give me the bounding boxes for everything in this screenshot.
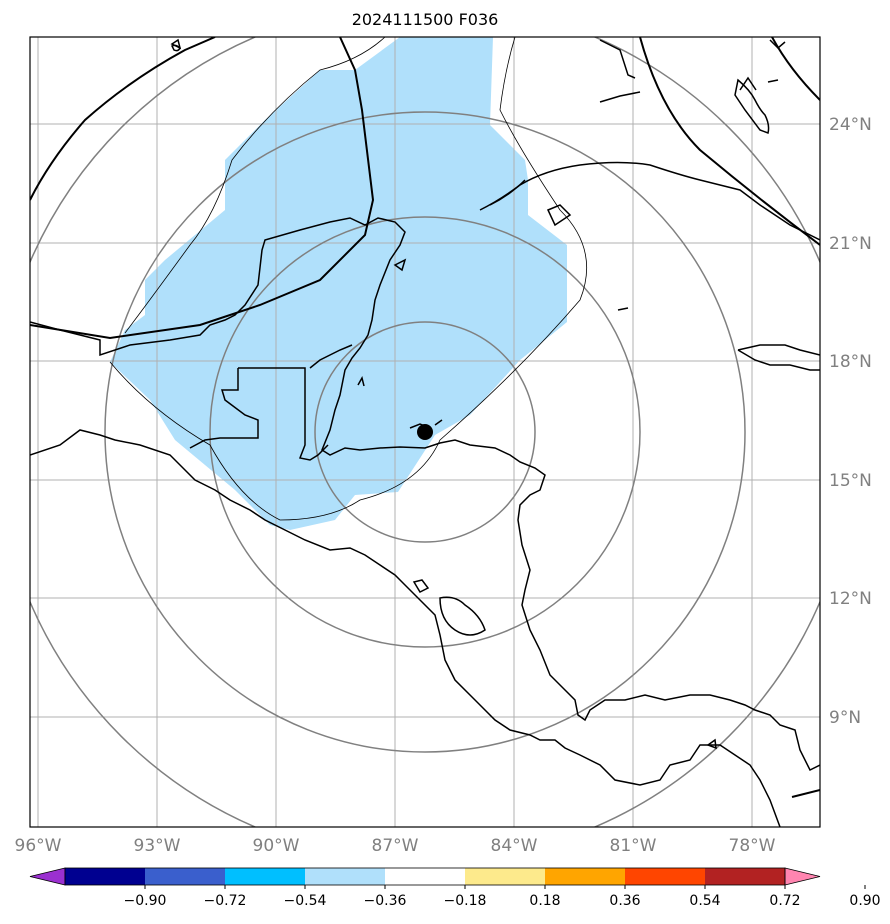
bold-contour — [771, 37, 820, 101]
colorbar-segment — [145, 868, 226, 885]
lat-label: 24°N — [829, 115, 872, 135]
bold-contour — [639, 37, 820, 246]
colorbar-tick-label: −0.72 — [204, 893, 247, 909]
colorbar-tick-label: 0.18 — [529, 893, 560, 909]
colorbar-extend-high — [784, 867, 821, 886]
colorbar-segment — [225, 868, 306, 885]
colorbar — [29, 867, 821, 886]
colorbar-extend-low — [29, 867, 66, 886]
graticule — [30, 37, 820, 827]
bold-contour — [30, 37, 216, 201]
lat-label: 9°N — [829, 708, 861, 728]
colorbar-segment — [385, 868, 466, 885]
lat-label: 15°N — [829, 471, 872, 491]
lat-labels: 24°N 21°N 18°N 15°N 12°N 9°N — [829, 115, 872, 728]
map-title: 2024111500 F036 — [351, 10, 499, 29]
lon-label: 87°W — [372, 836, 419, 856]
lat-label: 12°N — [829, 589, 872, 609]
lon-label: 93°W — [134, 836, 181, 856]
range-ring — [104, 111, 746, 753]
colorbar-tick-label: 0.54 — [689, 893, 720, 909]
coastlines — [30, 38, 820, 827]
colorbar-segment — [65, 868, 146, 885]
lat-label: 18°N — [829, 352, 872, 372]
lat-label: 21°N — [829, 234, 872, 254]
colorbar-tick-label: 0.36 — [609, 893, 640, 909]
colorbar-tick-label: 0.72 — [769, 893, 800, 909]
colorbar-segment — [465, 868, 546, 885]
colorbar-tick-label: −0.18 — [444, 893, 487, 909]
colorbar-segment — [705, 868, 786, 885]
colorbar-tick-label: −0.90 — [124, 893, 167, 909]
bold-contour — [30, 37, 375, 340]
thin-contour — [124, 37, 386, 334]
bold-contour — [791, 789, 820, 798]
colorbar-segment — [545, 868, 626, 885]
range-rings — [30, 37, 820, 827]
map-frame — [29, 36, 821, 828]
lon-labels: 96°W 93°W 90°W 87°W 84°W 81°W 78°W — [15, 836, 776, 856]
colorbar-tick-label: −0.36 — [364, 893, 407, 909]
colorbar-tick-label: 0.90 — [849, 893, 880, 909]
lon-label: 78°W — [729, 836, 776, 856]
anomaly-shading — [110, 37, 567, 530]
range-ring — [209, 216, 641, 648]
colorbar-tick-label: −0.54 — [284, 893, 327, 909]
lon-label: 90°W — [253, 836, 300, 856]
lon-label: 96°W — [15, 836, 62, 856]
colorbar-ticks: −0.90 −0.72 −0.54 −0.36 −0.18 0.18 0.36 0.54 0.7… — [124, 885, 881, 909]
lon-label: 81°W — [610, 836, 657, 856]
storm-center-marker — [417, 424, 433, 440]
colorbar-outline — [64, 867, 786, 886]
thin-contour — [109, 37, 588, 521]
colorbar-segment — [625, 868, 706, 885]
range-ring — [314, 321, 536, 543]
lon-label: 84°W — [491, 836, 538, 856]
colorbar-segment — [305, 868, 386, 885]
